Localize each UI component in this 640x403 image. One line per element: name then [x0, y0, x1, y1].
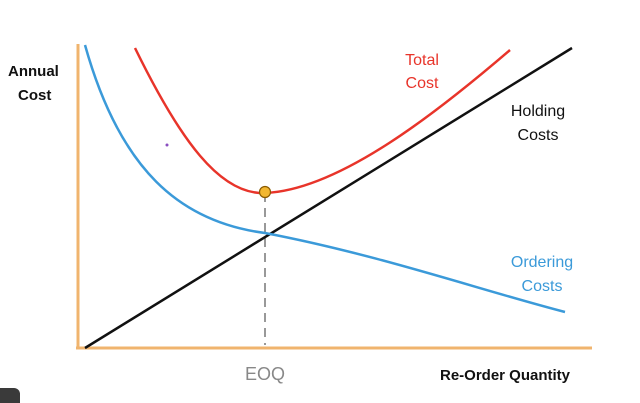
- corner-badge: [0, 388, 20, 403]
- holding-cost-line: [84, 46, 573, 350]
- curve-label: Holding: [511, 103, 565, 120]
- total-cost-curve: [133, 47, 511, 195]
- curve-label: Costs: [518, 127, 559, 144]
- dot: [165, 143, 169, 147]
- y-axis-label: Annual: [8, 63, 59, 80]
- curve-label: Ordering: [511, 254, 573, 271]
- curve-label: Total: [405, 52, 439, 69]
- curve-label: Costs: [522, 278, 563, 295]
- y-axis-label: Cost: [18, 87, 51, 104]
- eoq-point: [258, 185, 272, 199]
- eoq-label: EOQ: [245, 364, 285, 384]
- ordering-cost-curve: [83, 44, 566, 314]
- x-axis-label: Re-Order Quantity: [440, 367, 571, 384]
- curve-label: Cost: [406, 75, 439, 92]
